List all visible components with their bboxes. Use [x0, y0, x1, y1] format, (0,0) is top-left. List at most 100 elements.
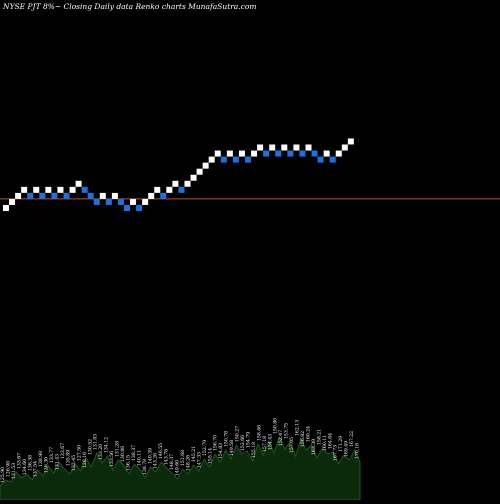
price-label: 138.98 [38, 451, 44, 467]
renko-brick-up [281, 144, 288, 151]
price-label: 128.16 [82, 452, 88, 468]
price-label: 167.73 [333, 445, 339, 461]
price-label: 158.46 [256, 425, 262, 441]
renko-brick-down [27, 192, 34, 199]
price-label: 136.38 [27, 455, 33, 471]
renko-brick-up [226, 150, 233, 157]
renko-brick-up [238, 150, 245, 157]
price-label: 163.39 [311, 439, 317, 455]
price-label: 162.13 [295, 420, 301, 436]
price-label: 136.30 [44, 457, 50, 473]
price-label: 133.77 [49, 447, 55, 463]
price-label: 131.53 [11, 463, 17, 479]
renko-brick-up [214, 150, 221, 157]
renko-brick-up [184, 180, 191, 187]
price-label: 160.11 [322, 435, 328, 451]
price-label: 143.26 [153, 453, 159, 469]
price-label: 169.49 [344, 441, 350, 457]
price-label: 143.78 [164, 449, 170, 465]
renko-brick-down [275, 150, 282, 157]
price-label: 158.21 [316, 429, 322, 445]
price-label: 157.18 [262, 436, 268, 452]
renko-brick-up [21, 186, 28, 193]
renko-brick-down [220, 156, 227, 163]
price-label: 131.28 [115, 441, 121, 457]
price-label: 133.56 [109, 451, 115, 467]
renko-brick-down [105, 198, 112, 205]
price-label: 126.98 [6, 461, 12, 477]
price-label: 125.90 [0, 467, 6, 483]
renko-brick-down [136, 205, 143, 211]
renko-brick-up [208, 156, 215, 163]
price-label: 140.39 [147, 448, 153, 464]
renko-brick-down [160, 192, 167, 199]
renko-brick-up [33, 186, 40, 193]
price-label: 155.18 [251, 442, 257, 458]
renko-brick-down [245, 156, 251, 163]
renko-brick-down [51, 192, 58, 199]
price-label: 150.78 [224, 431, 230, 447]
renko-brick-up [251, 150, 258, 157]
price-label: 152.66 [240, 435, 246, 451]
price-label: 134.12 [104, 437, 110, 453]
renko-brick-down [311, 150, 318, 157]
price-label: 153.75 [284, 423, 290, 439]
renko-brick-up [57, 186, 64, 193]
renko-brick-up [15, 192, 22, 199]
price-label: 154.43 [267, 434, 273, 450]
renko-brick-down [117, 198, 124, 205]
price-label: 130.88 [120, 446, 126, 462]
price-label: 140.11 [136, 450, 142, 466]
price-label: 149.58 [229, 440, 235, 456]
price-label: 155.14 [207, 448, 213, 464]
price-label: 133.67 [60, 443, 66, 459]
price-label: 150.27 [235, 426, 241, 442]
renko-brick-down [87, 192, 94, 199]
renko-brick-down [178, 186, 185, 193]
renko-brick-down [93, 198, 100, 205]
renko-brick-up [293, 144, 300, 151]
renko-brick-up [111, 192, 118, 199]
renko-brick-down [287, 150, 294, 157]
renko-brick-up [305, 144, 312, 151]
price-label: 154.79 [246, 432, 252, 448]
renko-brick-up [99, 192, 106, 199]
price-label: 134.60 [22, 459, 28, 475]
price-label: 150.80 [273, 418, 279, 434]
renko-brick-up [347, 138, 354, 145]
renko-brick-up [130, 198, 137, 205]
renko-brick-down [39, 192, 46, 199]
renko-brick-up [142, 198, 149, 205]
price-label: 131.43 [55, 454, 61, 470]
price-label: 152.79 [202, 440, 208, 456]
renko-brick-up [202, 162, 209, 169]
renko-brick-up [323, 150, 330, 157]
price-label: 152.47 [278, 430, 284, 446]
price-label: 156.82 [300, 431, 306, 447]
price-label: 167.22 [349, 431, 355, 447]
price-label: 130.52 [87, 439, 93, 455]
price-label: 137.54 [33, 461, 39, 477]
renko-brick-up [335, 150, 342, 157]
price-label: 148.37 [169, 454, 175, 470]
renko-brick-down [63, 192, 70, 199]
renko-brick-up [45, 186, 52, 193]
renko-brick-up [257, 144, 264, 151]
renko-brick-down [124, 205, 130, 211]
renko-brick-down [263, 150, 270, 157]
price-label: 164.64 [327, 433, 333, 449]
price-label: 135.89 [66, 450, 72, 466]
price-label: 138.37 [131, 445, 137, 461]
price-label: 146.55 [158, 443, 164, 459]
price-label: 132.45 [71, 455, 77, 471]
renko-brick-down [299, 150, 306, 157]
renko-brick-up [154, 186, 161, 193]
renko-brick-up [3, 205, 9, 211]
price-label: 170.16 [355, 443, 361, 459]
renko-brick-up [69, 186, 76, 193]
renko-brick-down [317, 156, 324, 163]
renko-brick-up [269, 144, 276, 151]
renko-brick-up [196, 168, 203, 175]
renko-brick-up [75, 180, 82, 187]
